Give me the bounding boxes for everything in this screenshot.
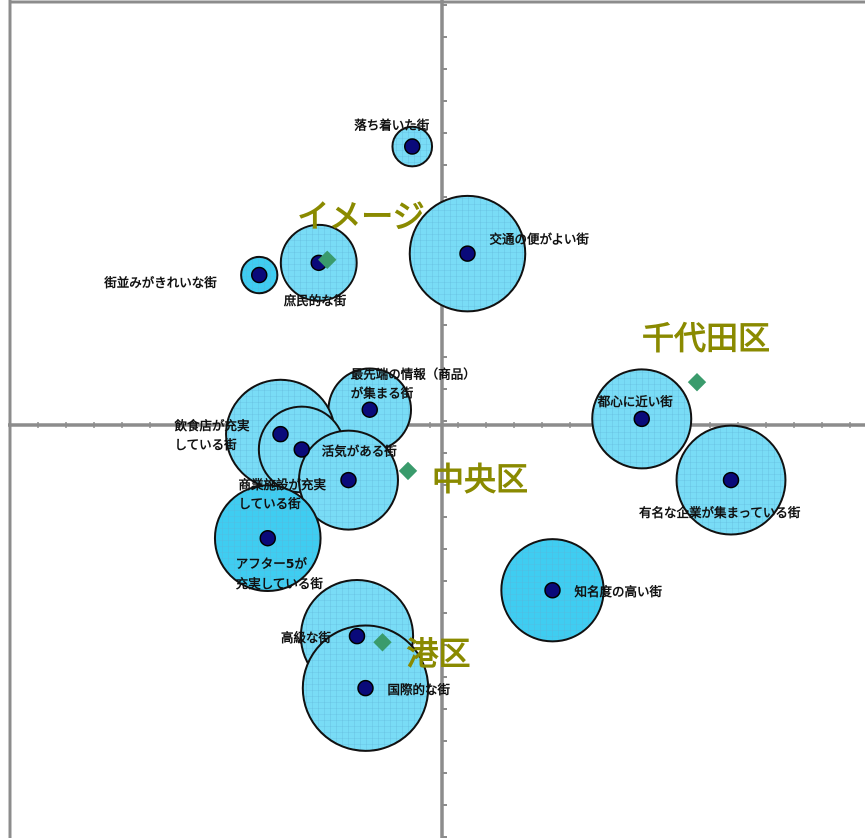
bubble-label-10: 有名な企業が集まっている街 [639,505,801,520]
ward-marker-3 [373,633,392,652]
bubble-point-1 [459,245,476,262]
bubble-label-6: 活気がある街 [322,443,398,458]
bubble-point-10 [722,471,740,489]
bubble-point-11 [544,581,561,599]
bubble-label-12: 高級な街 [281,630,332,645]
ward-marker-2 [398,461,418,481]
bubble-label-0: 落ち着いた街 [354,118,430,133]
ward-label-3: 港区 [407,634,471,672]
ward-label-1: 千代田区 [642,319,770,357]
bubble-label-4: 最先端の情報（商品）が集まる街 [351,367,476,401]
bubble-label-7: 商業施設が充実している街 [239,477,327,511]
bubble-point-13 [357,679,374,697]
bubble-point-2 [251,266,268,284]
bubble-label-1: 交通の便がよい街 [490,232,590,247]
ward-label-0: イメージ [297,197,424,235]
bubble-point-5 [272,425,289,443]
bubble-point-6 [293,441,310,458]
ward-label-2: 中央区 [432,460,528,498]
bubble-label-11: 知名度の高い街 [574,584,663,599]
ward-marker-1 [687,372,707,392]
bubble-point-4 [361,401,378,418]
bubble-label-13: 国際的な街 [388,682,451,697]
ward-marker-0 [318,250,337,269]
bubble-point-12 [348,627,366,645]
bubble-label-2: 街並みがきれいな街 [103,275,217,290]
bubble-point-8 [259,529,276,547]
bubble-label-5: 飲食店が充実している街 [174,418,251,452]
bubble-point-9 [633,410,650,428]
bubble-label-9: 都心に近い街 [597,394,674,409]
bubble-point-0 [404,138,421,155]
bubble-point-7 [340,471,357,489]
bubble-label-8: アフター5が充実している街 [236,556,324,591]
bubble-label-3: 庶民的な街 [284,293,347,308]
